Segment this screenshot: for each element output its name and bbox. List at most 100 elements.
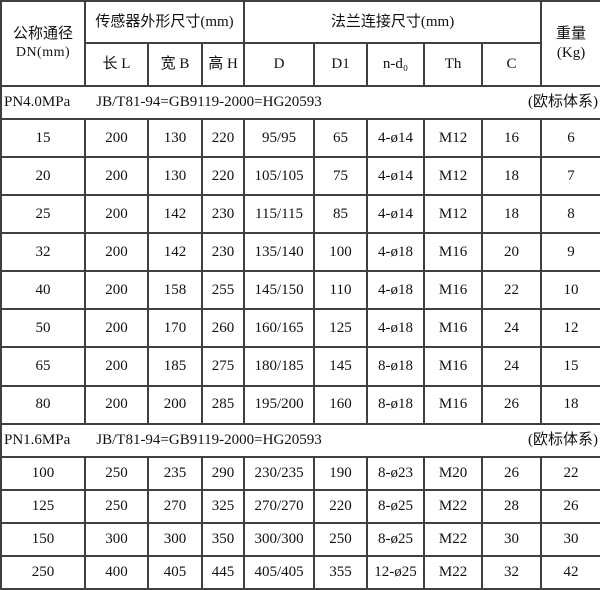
value-cell: M22 xyxy=(423,554,484,590)
data-row: 100 250 235 290 230/235 190 8-ø23 M20 26 22 xyxy=(0,455,600,491)
data-row: 65 200 185 275 180/185 145 8-ø18 M16 24 15 xyxy=(0,346,600,387)
value-cell: 8-ø23 xyxy=(366,455,426,491)
value-cell: 220 xyxy=(313,488,369,524)
data-row: 25 200 142 230 115/115 85 4-ø14 M12 18 8 xyxy=(0,194,600,235)
value-cell: 9 xyxy=(540,232,600,273)
value-cell: 4-ø14 xyxy=(366,156,426,197)
value-cell: 160 xyxy=(313,384,369,425)
header-d1: D1 xyxy=(313,42,369,87)
value-cell: 255 xyxy=(200,270,246,311)
value-cell: M12 xyxy=(423,118,484,159)
value-cell: 16 xyxy=(481,118,543,159)
weight-label: 重量 xyxy=(556,25,587,42)
value-cell: 200 xyxy=(84,156,149,197)
data-row: 15 200 130 220 95/95 65 4-ø14 M12 16 6 xyxy=(0,118,600,159)
header-c: C xyxy=(481,42,543,87)
value-cell: 115/115 xyxy=(243,194,316,235)
value-cell: 42 xyxy=(540,554,600,590)
value-cell: 200 xyxy=(84,270,149,311)
value-cell: 230 xyxy=(200,194,246,235)
value-cell: M16 xyxy=(423,308,484,349)
header-weight: 重量 (Kg) xyxy=(540,0,600,87)
value-cell: 158 xyxy=(147,270,203,311)
value-cell: 8-ø18 xyxy=(366,384,426,425)
value-cell: 250 xyxy=(313,521,369,557)
value-cell: 190 xyxy=(313,455,369,491)
value-cell: 200 xyxy=(84,194,149,235)
value-cell: 355 xyxy=(313,554,369,590)
value-cell: 18 xyxy=(481,156,543,197)
value-cell: 220 xyxy=(200,118,246,159)
dn-value-cell: 20 xyxy=(0,156,86,197)
value-cell: 65 xyxy=(313,118,369,159)
value-cell: 15 xyxy=(540,346,600,387)
pressure-label: PN4.0MPa xyxy=(4,94,71,111)
spec-table-body: PN4.0MPa JB/T81-94=GB9119-2000=HG20593 (欧标… xyxy=(0,84,600,590)
header-flange-dimensions-group: 法兰连接尺寸(mm) xyxy=(243,0,543,44)
dn-value-cell: 150 xyxy=(0,521,86,557)
value-cell: 142 xyxy=(147,232,203,273)
value-cell: 445 xyxy=(200,554,246,590)
value-cell: 325 xyxy=(200,488,246,524)
pressure-section-row: PN4.0MPa JB/T81-94=GB9119-2000=HG20593 (欧标… xyxy=(0,84,600,121)
value-cell: 22 xyxy=(540,455,600,491)
value-cell: 32 xyxy=(481,554,543,590)
value-cell: 180/185 xyxy=(243,346,316,387)
value-cell: 142 xyxy=(147,194,203,235)
dn-value-cell: 40 xyxy=(0,270,86,311)
value-cell: 200 xyxy=(84,232,149,273)
value-cell: 250 xyxy=(84,488,149,524)
value-cell: 200 xyxy=(147,384,203,425)
value-cell: 4-ø14 xyxy=(366,118,426,159)
header-sensor-dimensions-group: 传感器外形尺寸(mm) xyxy=(83,0,246,44)
value-cell: 405/405 xyxy=(243,554,316,590)
value-cell: 135/140 xyxy=(243,232,316,273)
value-cell: 6 xyxy=(540,118,600,159)
value-cell: 185 xyxy=(147,346,203,387)
pressure-section-cell: PN4.0MPa JB/T81-94=GB9119-2000=HG20593 (欧标… xyxy=(0,84,600,121)
standard-label: JB/T81-94=GB9119-2000=HG20593 xyxy=(96,431,322,448)
value-cell: 75 xyxy=(313,156,369,197)
value-cell: 4-ø18 xyxy=(366,232,426,273)
value-cell: 7 xyxy=(540,156,600,197)
data-row: 125 250 270 325 270/270 220 8-ø25 M22 28 26 xyxy=(0,488,600,524)
value-cell: 195/200 xyxy=(243,384,316,425)
value-cell: 285 xyxy=(200,384,246,425)
header-n-d0: n-d₀ xyxy=(366,42,426,87)
dn-value-cell: 80 xyxy=(0,384,86,425)
pressure-section-row: PN1.6MPa JB/T81-94=GB9119-2000=HG20593 (欧标… xyxy=(0,422,600,458)
header-d: D xyxy=(243,42,316,87)
value-cell: 400 xyxy=(84,554,149,590)
value-cell: M16 xyxy=(423,346,484,387)
value-cell: 8-ø25 xyxy=(366,488,426,524)
value-cell: 200 xyxy=(84,118,149,159)
value-cell: 12 xyxy=(540,308,600,349)
table-header: 公称通径 DN(mm) 传感器外形尺寸(mm) 法兰连接尺寸(mm) 重量 (K… xyxy=(0,0,600,87)
value-cell: 125 xyxy=(313,308,369,349)
value-cell: 300/300 xyxy=(243,521,316,557)
value-cell: 85 xyxy=(313,194,369,235)
value-cell: M16 xyxy=(423,384,484,425)
value-cell: 30 xyxy=(481,521,543,557)
value-cell: 130 xyxy=(147,118,203,159)
dn-value-cell: 65 xyxy=(0,346,86,387)
pressure-section-content: PN1.6MPa JB/T81-94=GB9119-2000=HG20593 (欧标… xyxy=(3,431,599,450)
value-cell: 4-ø18 xyxy=(366,308,426,349)
value-cell: 145/150 xyxy=(243,270,316,311)
value-cell: 26 xyxy=(540,488,600,524)
header-height-h: 高 H xyxy=(200,42,246,87)
value-cell: M20 xyxy=(423,455,484,491)
data-row: 32 200 142 230 135/140 100 4-ø18 M16 20 9 xyxy=(0,232,600,273)
value-cell: 230 xyxy=(200,232,246,273)
value-cell: M22 xyxy=(423,488,484,524)
value-cell: M16 xyxy=(423,270,484,311)
note-label: (欧标体系) xyxy=(528,431,599,448)
dn-value-cell: 25 xyxy=(0,194,86,235)
value-cell: 235 xyxy=(147,455,203,491)
value-cell: M22 xyxy=(423,521,484,557)
value-cell: 250 xyxy=(84,455,149,491)
note-label: (欧标体系) xyxy=(528,94,599,111)
value-cell: 220 xyxy=(200,156,246,197)
header-row-groups: 公称通径 DN(mm) 传感器外形尺寸(mm) 法兰连接尺寸(mm) 重量 (K… xyxy=(0,0,600,87)
